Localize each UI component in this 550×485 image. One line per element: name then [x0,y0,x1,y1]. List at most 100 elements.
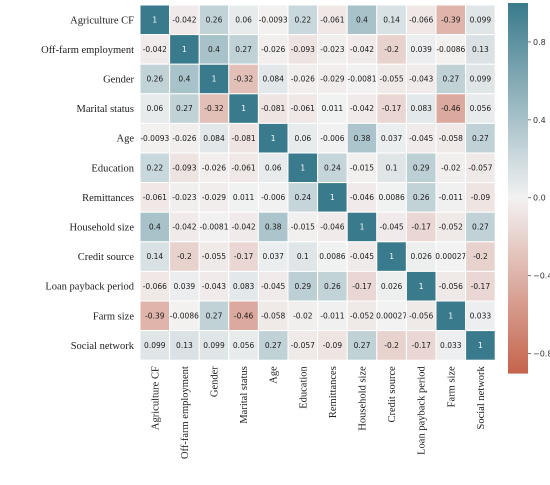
cell-value-label: -0.026 [202,163,226,172]
heatmap-cell [139,300,171,332]
cell-value-label: -0.006 [261,193,285,202]
heatmap-cell [346,34,378,65]
cell-value-label: 0.037 [381,134,403,143]
colorbar-segment [508,9,528,13]
cell-value-label: 0.099 [203,341,225,350]
cell-value-label: 0.24 [294,193,311,202]
colorbar-segment [508,98,528,103]
cell-value-label: -0.023 [320,45,344,54]
heatmap-cell [317,241,348,272]
heatmap-cell [198,122,230,154]
cell-value-label: -0.2 [384,45,399,54]
colorbar-segment [508,18,528,23]
cell-value-label: -0.39 [441,15,461,24]
heatmap-cell [346,152,378,184]
cell-value-label: -0.058 [261,311,285,320]
heatmap-cell [139,93,171,124]
colorbar-segment [508,345,528,349]
heatmap-cell [405,4,437,36]
cell-value-label: -0.052 [350,311,374,320]
colorbar-segment [508,305,528,309]
colorbar-segment [508,271,528,275]
colorbar-segment [508,218,528,223]
colorbar-segment [508,249,528,254]
heatmap-cell [317,300,348,332]
heatmap-cell [169,122,200,154]
cell-value-label: -0.042 [350,104,374,113]
cell-value-label: -0.17 [471,282,491,291]
heatmap-cell [257,182,289,213]
cell-value-label: 0.13 [472,45,489,54]
heatmap-cell [317,330,348,361]
row-label: Loan payback period [45,282,134,293]
heatmap-cells: 1 -0.042 0.26 0.06 -0.0093 0.22 -0.061 0.4 0.14-… [139,4,496,361]
cell-value-label: 0.083 [233,282,255,291]
row-labels: Agriculture CF Off-farm employment Gender M… [41,15,135,352]
cell-value-label: 1 [182,45,187,54]
heatmap-cell [435,122,467,154]
colorbar-segment [508,30,528,35]
cell-value-label: 0.011 [322,104,344,113]
colorbar-segment [508,314,528,319]
cell-value-label: -0.015 [291,223,315,232]
cell-value-label: -0.17 [352,282,372,291]
cell-value-label: 1 [300,163,305,172]
cell-value-label: 1 [419,282,424,291]
cell-value-label: 1 [212,75,217,84]
cell-value-label: -0.029 [202,193,226,202]
heatmap-cell [465,241,496,272]
column-label: Household size [358,366,369,431]
heatmap-cell [317,63,348,95]
colorbar-segment [508,55,528,60]
cell-value-label: 0.27 [265,341,282,350]
colorbar-segment [508,163,528,168]
cell-value-label: 0.06 [235,15,252,24]
colorbar-segment [508,70,528,75]
colorbar-segment [508,354,528,359]
heatmap-cell [139,122,171,154]
cell-value-label: 0.039 [174,282,196,291]
colorbar-segment [508,160,528,164]
cell-value-label: 0.039 [410,45,432,54]
cell-value-label: -0.066 [143,282,167,291]
colorbar-segment [508,3,528,7]
colorbar-segment [508,228,528,232]
cell-value-label: 0.29 [413,163,430,172]
cell-value-label: -0.081 [261,104,285,113]
cell-value-label: -0.023 [172,193,196,202]
colorbar-segment [508,255,528,260]
colorbar-segment [508,138,528,143]
cell-value-label: -0.029 [320,75,344,84]
heatmap-cell [405,330,437,361]
colorbar-segment [508,336,528,340]
heatmap-cell [435,211,467,243]
colorbar-segment [508,243,528,248]
colorbar-segment [508,292,528,297]
colorbar-segment [508,191,528,195]
heatmap-cell [435,330,467,361]
cell-value-label: 0.27 [472,134,489,143]
cell-value-label: 1 [360,223,365,232]
colorbar-segment [508,221,528,226]
cell-value-label: -0.0086 [436,45,465,54]
row-label: Education [91,163,134,174]
colorbar-segment [508,311,528,316]
cell-value-label: -0.32 [234,75,254,84]
cell-value-label: 0.099 [144,341,166,350]
colorbar-tick-label: 0.8 [533,38,546,47]
cell-value-label: -0.057 [291,341,315,350]
cell-value-label: -0.46 [234,311,254,320]
colorbar-segment [508,123,528,127]
cell-value-label: 0.4 [178,75,190,84]
heatmap-cell [198,63,230,95]
column-label: Education [298,365,309,408]
heatmap-cell [346,300,378,332]
cell-value-label: 1 [389,252,394,261]
colorbar-segment [508,184,528,189]
colorbar-segment [508,252,528,257]
cell-value-label: -0.043 [409,75,433,84]
cell-value-label: 0.27 [206,311,223,320]
colorbar-segment [508,234,528,238]
colorbar-segment [508,27,528,32]
colorbar-segment [508,258,528,263]
